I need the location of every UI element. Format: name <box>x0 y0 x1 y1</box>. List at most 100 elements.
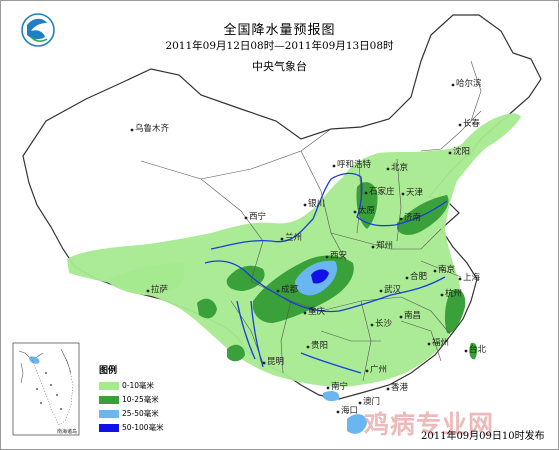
city-dot <box>464 349 468 353</box>
city-dot <box>451 83 455 87</box>
city-dot <box>379 289 383 293</box>
city-dot <box>365 369 369 373</box>
city-label-xining: 西宁 <box>249 212 267 222</box>
city-dot <box>276 289 280 293</box>
south-china-sea-inset <box>12 342 80 436</box>
city-dot <box>130 128 134 132</box>
city-label-wulumuqi: 乌鲁木齐 <box>135 124 170 134</box>
city-label-zhengzhou: 郑州 <box>376 241 394 251</box>
map-title: 全国降水量预报图 <box>223 23 336 38</box>
city-dot <box>386 167 390 171</box>
rivers <box>204 172 448 374</box>
city-label-fuzhou: 福州 <box>432 338 450 348</box>
city-label-guangzhou: 广州 <box>370 365 388 375</box>
legend-swatch <box>99 396 119 404</box>
city-dot <box>405 276 409 280</box>
rain-zone-light-main <box>67 113 521 387</box>
city-label-haerbin: 哈尔滨 <box>456 79 482 89</box>
city-label-taiyuan: 太原 <box>358 206 376 216</box>
city-dot <box>325 255 329 259</box>
city-dot <box>371 245 375 249</box>
city-markers <box>130 83 468 414</box>
legend-swatch <box>99 382 119 390</box>
city-label-beijing: 北京 <box>391 163 409 173</box>
city-label-aomen: 澳门 <box>363 397 381 407</box>
city-label-jinan: 济南 <box>404 213 422 223</box>
legend-item: 50-100毫米 <box>99 422 164 432</box>
city-label-tianjin: 天津 <box>406 188 424 198</box>
legend-item: 25-50毫米 <box>99 408 159 418</box>
city-dot <box>244 216 248 220</box>
legend-label: 0-10毫米 <box>122 381 155 390</box>
city-label-nanchang: 南昌 <box>404 311 422 321</box>
city-dot <box>386 387 390 391</box>
city-label-huhehaote: 呼和浩特 <box>337 160 372 170</box>
city-dot <box>280 237 284 241</box>
city-label-taibei: 台北 <box>469 345 487 355</box>
city-label-lanzhou: 兰州 <box>285 233 303 243</box>
legend-title: 图例 <box>99 366 118 376</box>
rain-zone-heavy-gd-coast <box>323 391 340 402</box>
legend-label: 25-50毫米 <box>122 409 159 418</box>
city-dot <box>399 315 403 319</box>
city-label-haikou: 海口 <box>341 406 359 416</box>
city-label-shijiazhuang: 石家庄 <box>369 187 395 197</box>
city-label-nanning: 南宁 <box>331 382 349 392</box>
province-boundaries <box>140 60 482 382</box>
city-dot <box>364 191 368 195</box>
city-dot <box>353 210 357 214</box>
city-dot <box>401 192 405 196</box>
city-label-xianggang: 香港 <box>391 383 409 393</box>
legend-swatch <box>99 410 119 418</box>
rain-zone-moderate-fujian <box>444 288 466 334</box>
rain-zone-moderate-yunnan <box>197 298 217 319</box>
rain-zone-torrential <box>311 269 329 284</box>
agency-name: 中央气象台 <box>252 60 307 73</box>
city-dot <box>146 289 150 293</box>
forecast-period: 2011年09月12日08时—2011年09月13日08时 <box>165 40 394 52</box>
legend-swatch <box>99 424 119 432</box>
city-dot <box>458 123 462 127</box>
watermark: 鸡病专业网 <box>364 410 495 439</box>
legend-item: 10-25毫米 <box>99 394 159 404</box>
city-dot <box>399 217 403 221</box>
city-dot <box>440 293 444 297</box>
issue-time: 2011年09月09日10时发布 <box>421 431 545 442</box>
legend-label: 50-100毫米 <box>122 423 164 432</box>
city-label-lasa: 拉萨 <box>151 285 169 295</box>
city-dot <box>306 345 310 349</box>
city-label-shenyang: 沈阳 <box>453 147 471 157</box>
rain-zone-light-tibet <box>109 263 185 296</box>
city-dot <box>448 151 452 155</box>
legend-item: 0-10毫米 <box>99 380 154 390</box>
city-dot <box>336 410 340 414</box>
city-label-chengdu: 成都 <box>281 285 299 295</box>
rain-zone-moderate-taiwan <box>469 342 478 360</box>
city-dot <box>303 311 307 315</box>
city-label-hefei: 合肥 <box>410 272 428 282</box>
city-label-chongqing: 重庆 <box>308 307 326 317</box>
city-dot <box>326 386 330 390</box>
city-dot <box>332 164 336 168</box>
city-label-yinchuan: 银川 <box>308 199 326 209</box>
city-label-changsha: 长沙 <box>375 319 393 329</box>
inset-label: 南海诸岛 <box>57 429 78 435</box>
rain-zone-heavy-hainan <box>347 414 367 434</box>
city-label-wuhan: 武汉 <box>384 285 402 295</box>
legend-label: 10-25毫米 <box>122 395 159 404</box>
city-label-xian: 西安 <box>330 251 348 261</box>
city-label-changchun: 长春 <box>463 119 481 129</box>
city-dot <box>458 277 462 281</box>
city-dot <box>358 401 362 405</box>
city-dot <box>433 269 437 273</box>
city-label-nanjing: 南京 <box>438 265 456 275</box>
city-label-kunming: 昆明 <box>267 357 285 367</box>
cma-logo-icon <box>21 13 55 47</box>
city-dot <box>427 342 431 346</box>
city-dot <box>262 361 266 365</box>
city-dot <box>370 323 374 327</box>
city-dot <box>303 203 307 207</box>
city-label-hangzhou: 杭州 <box>445 289 463 299</box>
